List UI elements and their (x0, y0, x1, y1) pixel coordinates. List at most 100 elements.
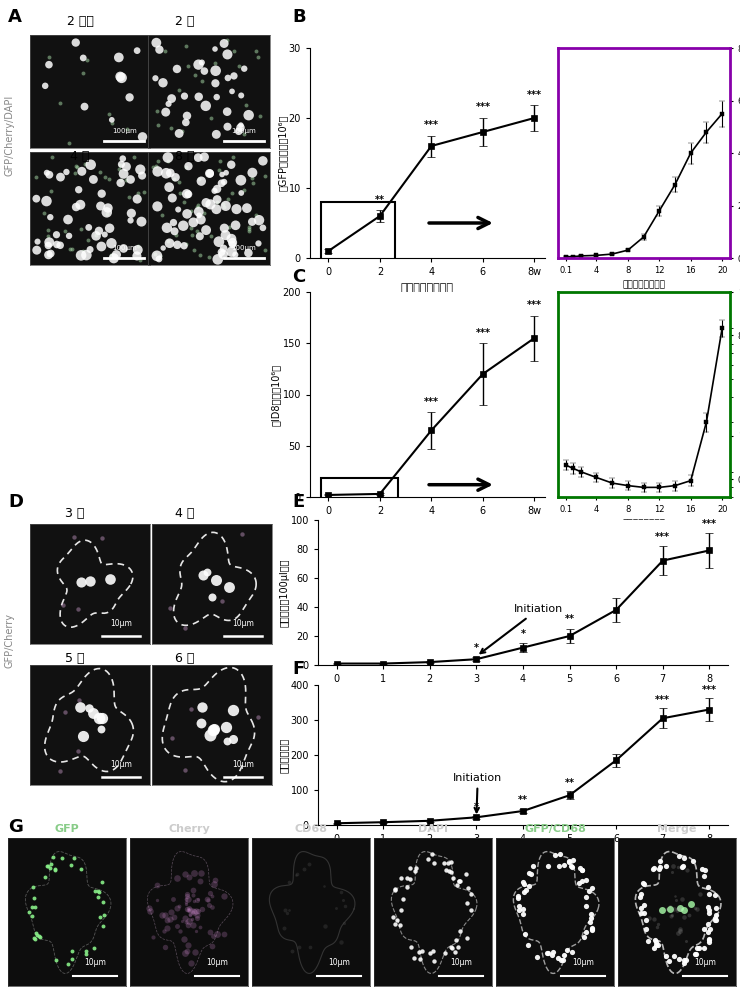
Text: 4 周: 4 周 (70, 150, 90, 163)
Point (172, 202, 184, 218)
Point (281, 905, 293, 921)
Point (337, 892, 349, 908)
Point (192, 150, 204, 166)
Point (61, 164, 73, 180)
Point (184, 907, 196, 923)
Point (445, 854, 457, 870)
Point (196, 699, 208, 715)
Point (82, 232, 94, 248)
Point (56, 850, 68, 866)
Point (221, 719, 232, 735)
Point (638, 905, 650, 921)
Point (672, 900, 684, 916)
Point (106, 235, 118, 251)
Text: 10μm: 10μm (328, 958, 350, 967)
Point (660, 858, 672, 874)
Point (638, 897, 650, 913)
Point (659, 948, 671, 964)
Point (190, 903, 202, 919)
Point (180, 762, 192, 778)
Text: **: ** (565, 614, 574, 624)
Point (70, 35, 81, 51)
Point (303, 856, 315, 872)
Point (653, 916, 665, 932)
Point (286, 943, 298, 959)
Point (447, 870, 459, 886)
Point (512, 890, 524, 906)
Point (66, 943, 78, 959)
Point (238, 182, 249, 198)
Point (173, 898, 185, 914)
Text: *: * (474, 643, 479, 653)
Point (680, 933, 692, 949)
Point (26, 899, 38, 915)
Point (428, 953, 440, 969)
Point (462, 930, 474, 946)
Point (579, 929, 591, 945)
Point (174, 923, 186, 939)
Point (183, 917, 195, 933)
Point (410, 860, 422, 876)
Point (699, 921, 710, 937)
Point (226, 83, 238, 99)
Point (673, 848, 684, 864)
Point (205, 228, 217, 244)
Text: 10μm: 10μm (84, 958, 106, 967)
Point (189, 67, 201, 83)
Point (95, 186, 107, 202)
Point (75, 221, 87, 237)
Point (574, 860, 586, 876)
Point (117, 151, 129, 167)
Point (47, 849, 58, 865)
Point (73, 692, 85, 708)
Point (678, 952, 690, 968)
Point (653, 861, 665, 877)
Point (178, 88, 190, 104)
Point (169, 227, 181, 243)
Point (93, 223, 105, 239)
Point (158, 240, 169, 256)
Text: ***: *** (475, 102, 491, 112)
Text: 4 周: 4 周 (175, 507, 195, 520)
Point (679, 955, 690, 971)
Point (547, 944, 559, 960)
Point (391, 912, 403, 928)
Point (665, 908, 677, 924)
Point (180, 38, 192, 54)
Point (566, 944, 578, 960)
Point (664, 901, 676, 917)
Point (235, 120, 246, 136)
Point (101, 204, 112, 220)
Point (710, 907, 722, 923)
Point (679, 902, 690, 918)
Point (635, 905, 647, 921)
Point (460, 866, 471, 882)
Point (209, 41, 221, 57)
Point (670, 901, 682, 917)
Point (677, 858, 689, 874)
Point (215, 244, 227, 260)
Point (179, 910, 191, 926)
Point (181, 236, 192, 252)
Point (157, 75, 169, 91)
Point (642, 933, 654, 949)
Point (152, 163, 164, 179)
Point (184, 902, 196, 918)
Point (195, 865, 207, 881)
Point (243, 245, 255, 261)
Point (233, 58, 245, 74)
Point (183, 186, 195, 202)
Point (702, 879, 714, 895)
Point (206, 888, 218, 904)
Point (209, 63, 221, 79)
Point (240, 97, 252, 113)
Point (666, 907, 678, 923)
Point (181, 943, 192, 959)
Point (166, 91, 178, 107)
Point (648, 860, 660, 876)
Point (235, 185, 247, 201)
Point (585, 906, 597, 922)
Point (104, 571, 116, 587)
Text: 10μm: 10μm (206, 958, 228, 967)
Text: GFP/Cherry/DAPI: GFP/Cherry/DAPI (5, 94, 15, 176)
